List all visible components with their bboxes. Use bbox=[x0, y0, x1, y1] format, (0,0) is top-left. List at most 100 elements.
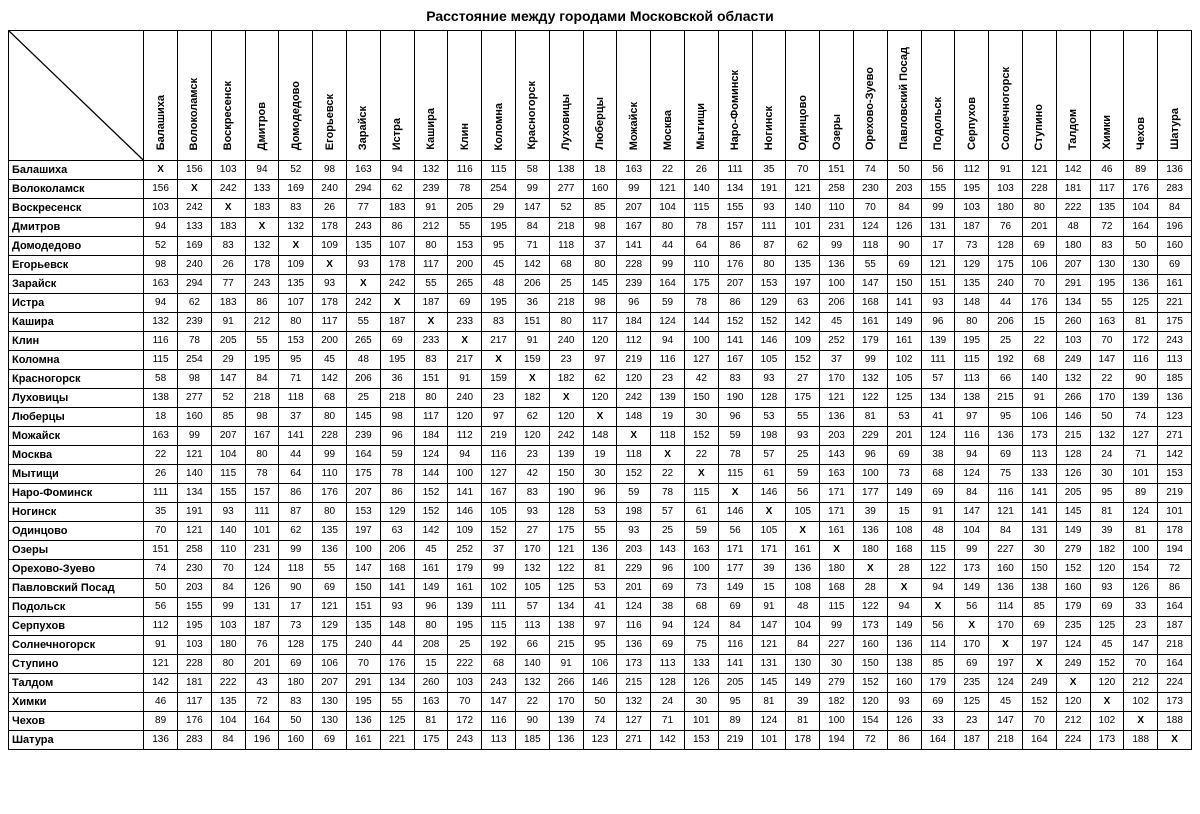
distance-cell: 183 bbox=[211, 294, 245, 313]
column-header-label: Истра bbox=[389, 118, 405, 150]
distance-cell: 102 bbox=[887, 351, 921, 370]
column-header-label: Можайск bbox=[626, 102, 642, 150]
distance-cell: 136 bbox=[786, 560, 820, 579]
row-header: Павловский Посад bbox=[9, 579, 144, 598]
column-header: Подольск bbox=[921, 31, 955, 161]
column-header-label: Дмитров bbox=[254, 102, 270, 150]
distance-cell: 180 bbox=[211, 636, 245, 655]
distance-cell: X bbox=[245, 218, 279, 237]
distance-cell: 83 bbox=[515, 484, 549, 503]
distance-cell: 170 bbox=[1090, 389, 1124, 408]
distance-cell: 139 bbox=[448, 598, 482, 617]
distance-cell: 160 bbox=[583, 180, 617, 199]
distance-cell: 164 bbox=[1124, 218, 1158, 237]
distance-cell: 101 bbox=[1158, 503, 1192, 522]
distance-cell: 59 bbox=[718, 427, 752, 446]
distance-cell: 203 bbox=[177, 579, 211, 598]
distance-cell: 212 bbox=[414, 218, 448, 237]
column-header-label: Шатура bbox=[1167, 108, 1183, 150]
distance-cell: 81 bbox=[1124, 522, 1158, 541]
distance-cell: 138 bbox=[549, 161, 583, 180]
distance-cell: 70 bbox=[1090, 332, 1124, 351]
distance-cell: 148 bbox=[380, 617, 414, 636]
distance-cell: 121 bbox=[786, 180, 820, 199]
column-header: Одинцово bbox=[786, 31, 820, 161]
distance-cell: 161 bbox=[887, 332, 921, 351]
distance-cell: 279 bbox=[820, 674, 854, 693]
distance-cell: 114 bbox=[989, 598, 1023, 617]
distance-cell: 53 bbox=[887, 408, 921, 427]
distance-cell: X bbox=[651, 446, 685, 465]
distance-cell: 68 bbox=[549, 256, 583, 275]
column-header-label: Балашиха bbox=[153, 95, 169, 150]
distance-cell: 179 bbox=[448, 560, 482, 579]
distance-cell: 25 bbox=[989, 332, 1023, 351]
distance-cell: 161 bbox=[820, 522, 854, 541]
distance-cell: X bbox=[177, 180, 211, 199]
distance-cell: X bbox=[1090, 693, 1124, 712]
distance-cell: 254 bbox=[177, 351, 211, 370]
distance-cell: 164 bbox=[346, 446, 380, 465]
distance-cell: 56 bbox=[921, 617, 955, 636]
distance-cell: 182 bbox=[515, 389, 549, 408]
distance-cell: 169 bbox=[177, 237, 211, 256]
distance-cell: 120 bbox=[448, 408, 482, 427]
distance-cell: 258 bbox=[177, 541, 211, 560]
distance-cell: X bbox=[989, 636, 1023, 655]
distance-cell: 192 bbox=[989, 351, 1023, 370]
table-row: Дмитров94133183X132178243862125519584218… bbox=[9, 218, 1192, 237]
distance-cell: 291 bbox=[346, 674, 380, 693]
distance-cell: 69 bbox=[921, 693, 955, 712]
distance-cell: 112 bbox=[448, 427, 482, 446]
distance-cell: 197 bbox=[786, 275, 820, 294]
distance-cell: 195 bbox=[245, 351, 279, 370]
distance-cell: 139 bbox=[921, 332, 955, 351]
distance-cell: 25 bbox=[448, 636, 482, 655]
distance-cell: 126 bbox=[1056, 465, 1090, 484]
distance-cell: 121 bbox=[549, 541, 583, 560]
distance-cell: 81 bbox=[583, 560, 617, 579]
distance-cell: 108 bbox=[786, 579, 820, 598]
distance-cell: 206 bbox=[346, 370, 380, 389]
distance-cell: 55 bbox=[380, 693, 414, 712]
column-header-label: Ногинск bbox=[761, 106, 777, 150]
distance-cell: 184 bbox=[617, 313, 651, 332]
distance-cell: 113 bbox=[482, 731, 516, 750]
column-header-label: Волоколамск bbox=[186, 78, 202, 150]
distance-cell: 127 bbox=[482, 465, 516, 484]
distance-cell: 68 bbox=[1022, 351, 1056, 370]
distance-cell: 133 bbox=[1022, 465, 1056, 484]
distance-cell: 73 bbox=[279, 617, 313, 636]
table-row: Ногинск351919311187801531291521461059312… bbox=[9, 503, 1192, 522]
distance-cell: 76 bbox=[245, 636, 279, 655]
distance-cell: 260 bbox=[1056, 313, 1090, 332]
distance-cell: 149 bbox=[786, 674, 820, 693]
distance-cell: 167 bbox=[617, 218, 651, 237]
distance-cell: 74 bbox=[583, 712, 617, 731]
distance-cell: 113 bbox=[651, 655, 685, 674]
table-row: Красногорск589814784711422063615191159X1… bbox=[9, 370, 1192, 389]
distance-cell: 153 bbox=[279, 332, 313, 351]
distance-cell: 96 bbox=[921, 313, 955, 332]
table-row: Егорьевск9824026178109X93178117200451426… bbox=[9, 256, 1192, 275]
distance-cell: 69 bbox=[313, 731, 347, 750]
distance-cell: 175 bbox=[346, 465, 380, 484]
distance-cell: 80 bbox=[245, 446, 279, 465]
column-header-label: Орехово-Зуево bbox=[862, 67, 878, 150]
distance-cell: 58 bbox=[515, 161, 549, 180]
distance-cell: X bbox=[380, 294, 414, 313]
distance-cell: 129 bbox=[380, 503, 414, 522]
table-row: Талдом1421812224318020729113426010324313… bbox=[9, 674, 1192, 693]
distance-cell: X bbox=[786, 522, 820, 541]
distance-cell: 106 bbox=[1022, 408, 1056, 427]
distance-cell: 217 bbox=[482, 332, 516, 351]
distance-cell: 135 bbox=[279, 275, 313, 294]
distance-cell: 149 bbox=[955, 579, 989, 598]
distance-cell: 44 bbox=[380, 636, 414, 655]
distance-cell: 140 bbox=[684, 180, 718, 199]
distance-cell: 91 bbox=[414, 199, 448, 218]
distance-cell: 124 bbox=[617, 598, 651, 617]
distance-cell: X bbox=[414, 313, 448, 332]
table-row: Павловский Посад502038412690691501411491… bbox=[9, 579, 1192, 598]
column-header: Можайск bbox=[617, 31, 651, 161]
